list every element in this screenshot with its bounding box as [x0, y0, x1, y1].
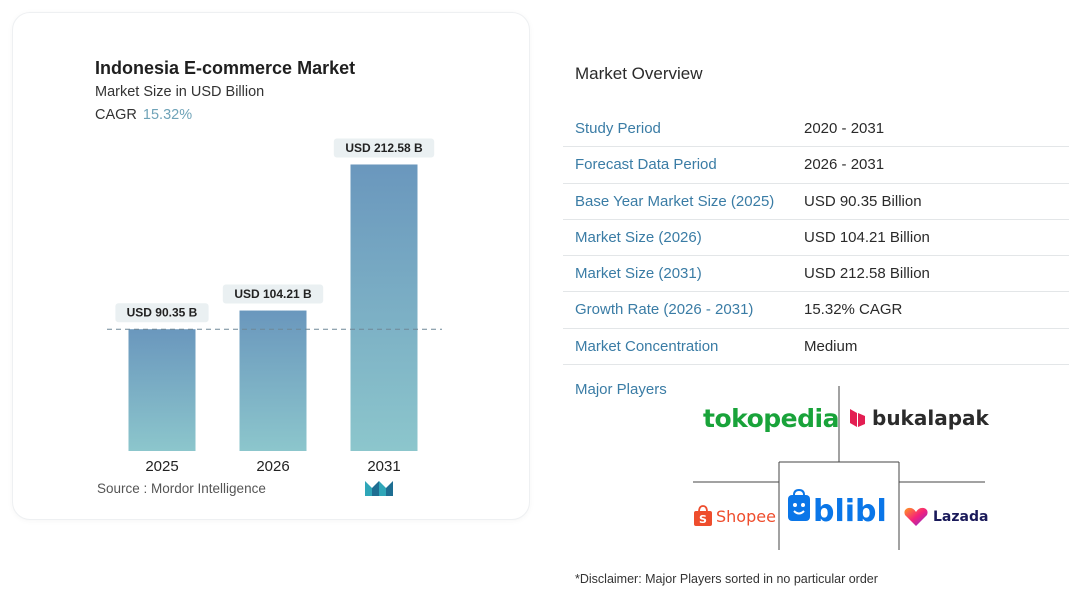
shopee-bag-icon: S — [694, 505, 712, 526]
overview-row: Market Size (2026) USD 104.21 Billion — [563, 220, 1069, 257]
overview-row: Market Size (2031) USD 212.58 Billion — [563, 256, 1069, 293]
source-text: Source : Mordor Intelligence — [97, 481, 266, 496]
overview-row-label: Market Size (2026) — [575, 228, 702, 246]
bar-2026 — [239, 310, 307, 451]
chart-title: Indonesia E-commerce Market — [95, 58, 356, 78]
overview-title: Market Overview — [575, 64, 703, 83]
cagr-row: CAGR 15.32% — [95, 107, 192, 123]
overview-row-value: USD 90.35 Billion — [804, 192, 922, 210]
x-tick-label: 2031 — [367, 458, 400, 475]
overview-row-label: Forecast Data Period — [575, 156, 717, 174]
bar-2031 — [350, 164, 418, 451]
chart-subtitle: Market Size in USD Billion — [95, 84, 265, 100]
data-label: USD 90.35 B — [127, 306, 198, 320]
lazada-heart-icon — [904, 507, 928, 526]
overview-row: Base Year Market Size (2025) USD 90.35 Bi… — [563, 184, 1069, 220]
blibli-logo-graphic: blibli — [788, 488, 897, 529]
overview-row-label: Market Concentration — [575, 337, 719, 355]
overview-row-value: 2026 - 2031 — [804, 156, 885, 174]
x-tick-label: 2025 — [145, 458, 178, 475]
overview-row-value: USD 104.21 Billion — [804, 228, 930, 246]
cagr-value: 15.32% — [142, 107, 193, 123]
x-tick-label: 2026 — [256, 458, 289, 475]
overview-row-value: USD 212.58 Billion — [804, 265, 930, 283]
overview-row-value: 15.32% CAGR — [804, 301, 903, 319]
blibli-text: blibli — [813, 494, 889, 529]
overview-row: Study Period 2020 - 2031 — [563, 111, 1069, 148]
mordor-intelligence-logo — [365, 481, 393, 496]
lazada-text: Lazada — [933, 509, 989, 525]
bar-chart: USD 90.35 B 2025 USD 104.21 B 2026 USD 212.5… — [107, 138, 442, 475]
overview-row-value: 2020 - 2031 — [804, 120, 885, 137]
data-label-bg — [333, 138, 435, 158]
bar-2025 — [128, 329, 196, 451]
major-players-label: Major Players — [575, 381, 667, 398]
overview-row-label: Growth Rate (2026 - 2031) — [575, 301, 754, 319]
lazada-logo: Lazada — [903, 506, 988, 528]
overview-table: Study Period 2020 - 2031 Forecast Data Per… — [563, 111, 1069, 366]
tokopedia-logo: tokopedia — [703, 404, 839, 433]
overview-row: Market Concentration Medium — [563, 329, 1069, 366]
overview-row: Growth Rate (2026 - 2031) 15.32% CAGR — [563, 292, 1069, 329]
shopee-logo: S Shopee — [693, 505, 776, 527]
bukalapak-text: bukalapak — [872, 406, 989, 430]
cagr-label: CAGR — [95, 107, 137, 123]
disclaimer-text: *Disclaimer: Major Players sorted in no … — [575, 572, 878, 586]
bukalapak-logo: bukalapak — [846, 406, 989, 430]
overview-row-value: Medium — [804, 337, 858, 355]
overview-row-label: Study Period — [575, 120, 661, 137]
data-label-bg — [115, 303, 209, 323]
data-label-bg — [222, 284, 324, 304]
shopee-text: Shopee — [716, 506, 776, 526]
overview-row-label: Base Year Market Size (2025) — [575, 192, 775, 210]
data-label: USD 212.58 B — [345, 141, 423, 155]
bukalapak-mark-icon — [850, 409, 865, 427]
overview-row-label: Market Size (2031) — [575, 265, 702, 283]
svg-text:S: S — [699, 513, 707, 526]
blibli-logo: blibli — [787, 488, 897, 533]
data-label: USD 104.21 B — [234, 287, 312, 301]
overview-row: Forecast Data Period 2026 - 2031 — [563, 147, 1069, 184]
